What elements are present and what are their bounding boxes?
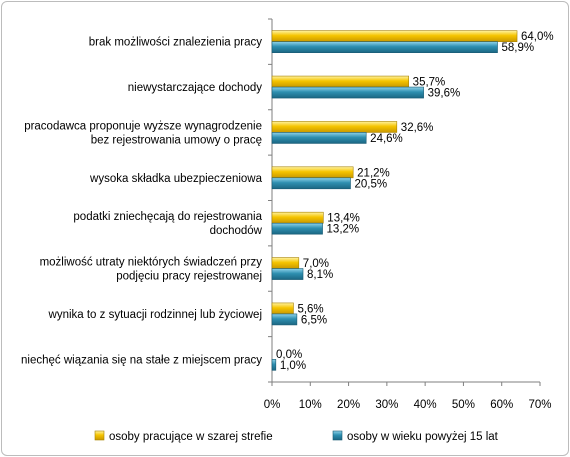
data-label: 0,0% <box>276 349 302 361</box>
category-label: bez rejestrowania umowy o pracę <box>91 134 262 146</box>
bar-powyzej-15 <box>271 222 323 235</box>
legend-item-powyzej-15-swatch <box>332 430 343 441</box>
bar-szara-strefa <box>271 30 518 42</box>
data-label: 21,2% <box>357 167 390 179</box>
category-label: pracodawca proponuje wyższe wynagrodzeni… <box>24 120 262 132</box>
x-tick-label: 10% <box>299 399 322 411</box>
data-label: 32,6% <box>401 122 434 134</box>
bar-powyzej-15 <box>271 268 304 280</box>
category-label: wynika to z sytuacji rodzinnej lub życio… <box>48 309 262 321</box>
data-label: 1,0% <box>280 360 306 372</box>
data-label: 64,0% <box>521 31 554 43</box>
x-tick-label: 60% <box>490 399 513 411</box>
data-label: 5,6% <box>297 303 323 315</box>
bar-szara-strefa <box>271 211 324 224</box>
category-label: możliwość utraty niektórych świadczeń pr… <box>40 257 263 269</box>
bar-szara-strefa <box>271 166 354 179</box>
data-label: 39,6% <box>428 88 461 100</box>
x-tick-label: 70% <box>528 399 551 411</box>
legend-item-szara-strefa-label: osoby pracujące w szarej strefie <box>109 431 273 443</box>
data-label: 24,6% <box>370 133 403 145</box>
category-label: niechęć wiązania się na stałe z miejscem… <box>21 354 262 366</box>
bar-powyzej-15 <box>271 177 351 190</box>
bar-powyzej-15 <box>271 359 277 371</box>
bar-szara-strefa <box>271 121 398 133</box>
data-label: 13,2% <box>327 224 360 236</box>
bar-powyzej-15 <box>271 132 367 144</box>
bar-powyzej-15 <box>271 41 498 53</box>
data-label: 35,7% <box>413 77 446 89</box>
legend-item-powyzej-15-label: osoby w wieku powyżej 15 lat <box>347 431 499 443</box>
legend-item-szara-strefa-swatch <box>94 430 105 441</box>
category-label: wysoka składka ubezpieczeniowa <box>89 173 263 185</box>
bar-szara-strefa <box>271 75 409 88</box>
x-tick-label: 20% <box>337 399 360 411</box>
data-label: 6,5% <box>301 314 327 326</box>
bar-powyzej-15 <box>271 86 424 99</box>
bar-szara-strefa <box>271 302 294 315</box>
data-label: 8,1% <box>307 269 333 281</box>
x-tick-label: 0% <box>264 399 281 411</box>
category-label: podatki zniechęcają do rejestrowania <box>73 211 262 223</box>
bar-powyzej-15 <box>271 313 298 326</box>
x-tick-label: 50% <box>452 399 475 411</box>
category-label: dochodów <box>210 225 263 237</box>
category-label: niewystarczające dochody <box>128 82 262 94</box>
data-label: 58,9% <box>502 42 535 54</box>
category-label: brak możliwości znalezienia pracy <box>89 37 262 49</box>
category-label: podjęciu pracy rejestrowanej <box>116 271 262 283</box>
x-tick-label: 30% <box>375 399 398 411</box>
data-label: 20,5% <box>354 178 387 190</box>
data-label: 13,4% <box>327 213 360 225</box>
x-tick-label: 40% <box>414 399 437 411</box>
data-label: 7,0% <box>303 258 329 270</box>
bar-szara-strefa <box>271 257 300 269</box>
